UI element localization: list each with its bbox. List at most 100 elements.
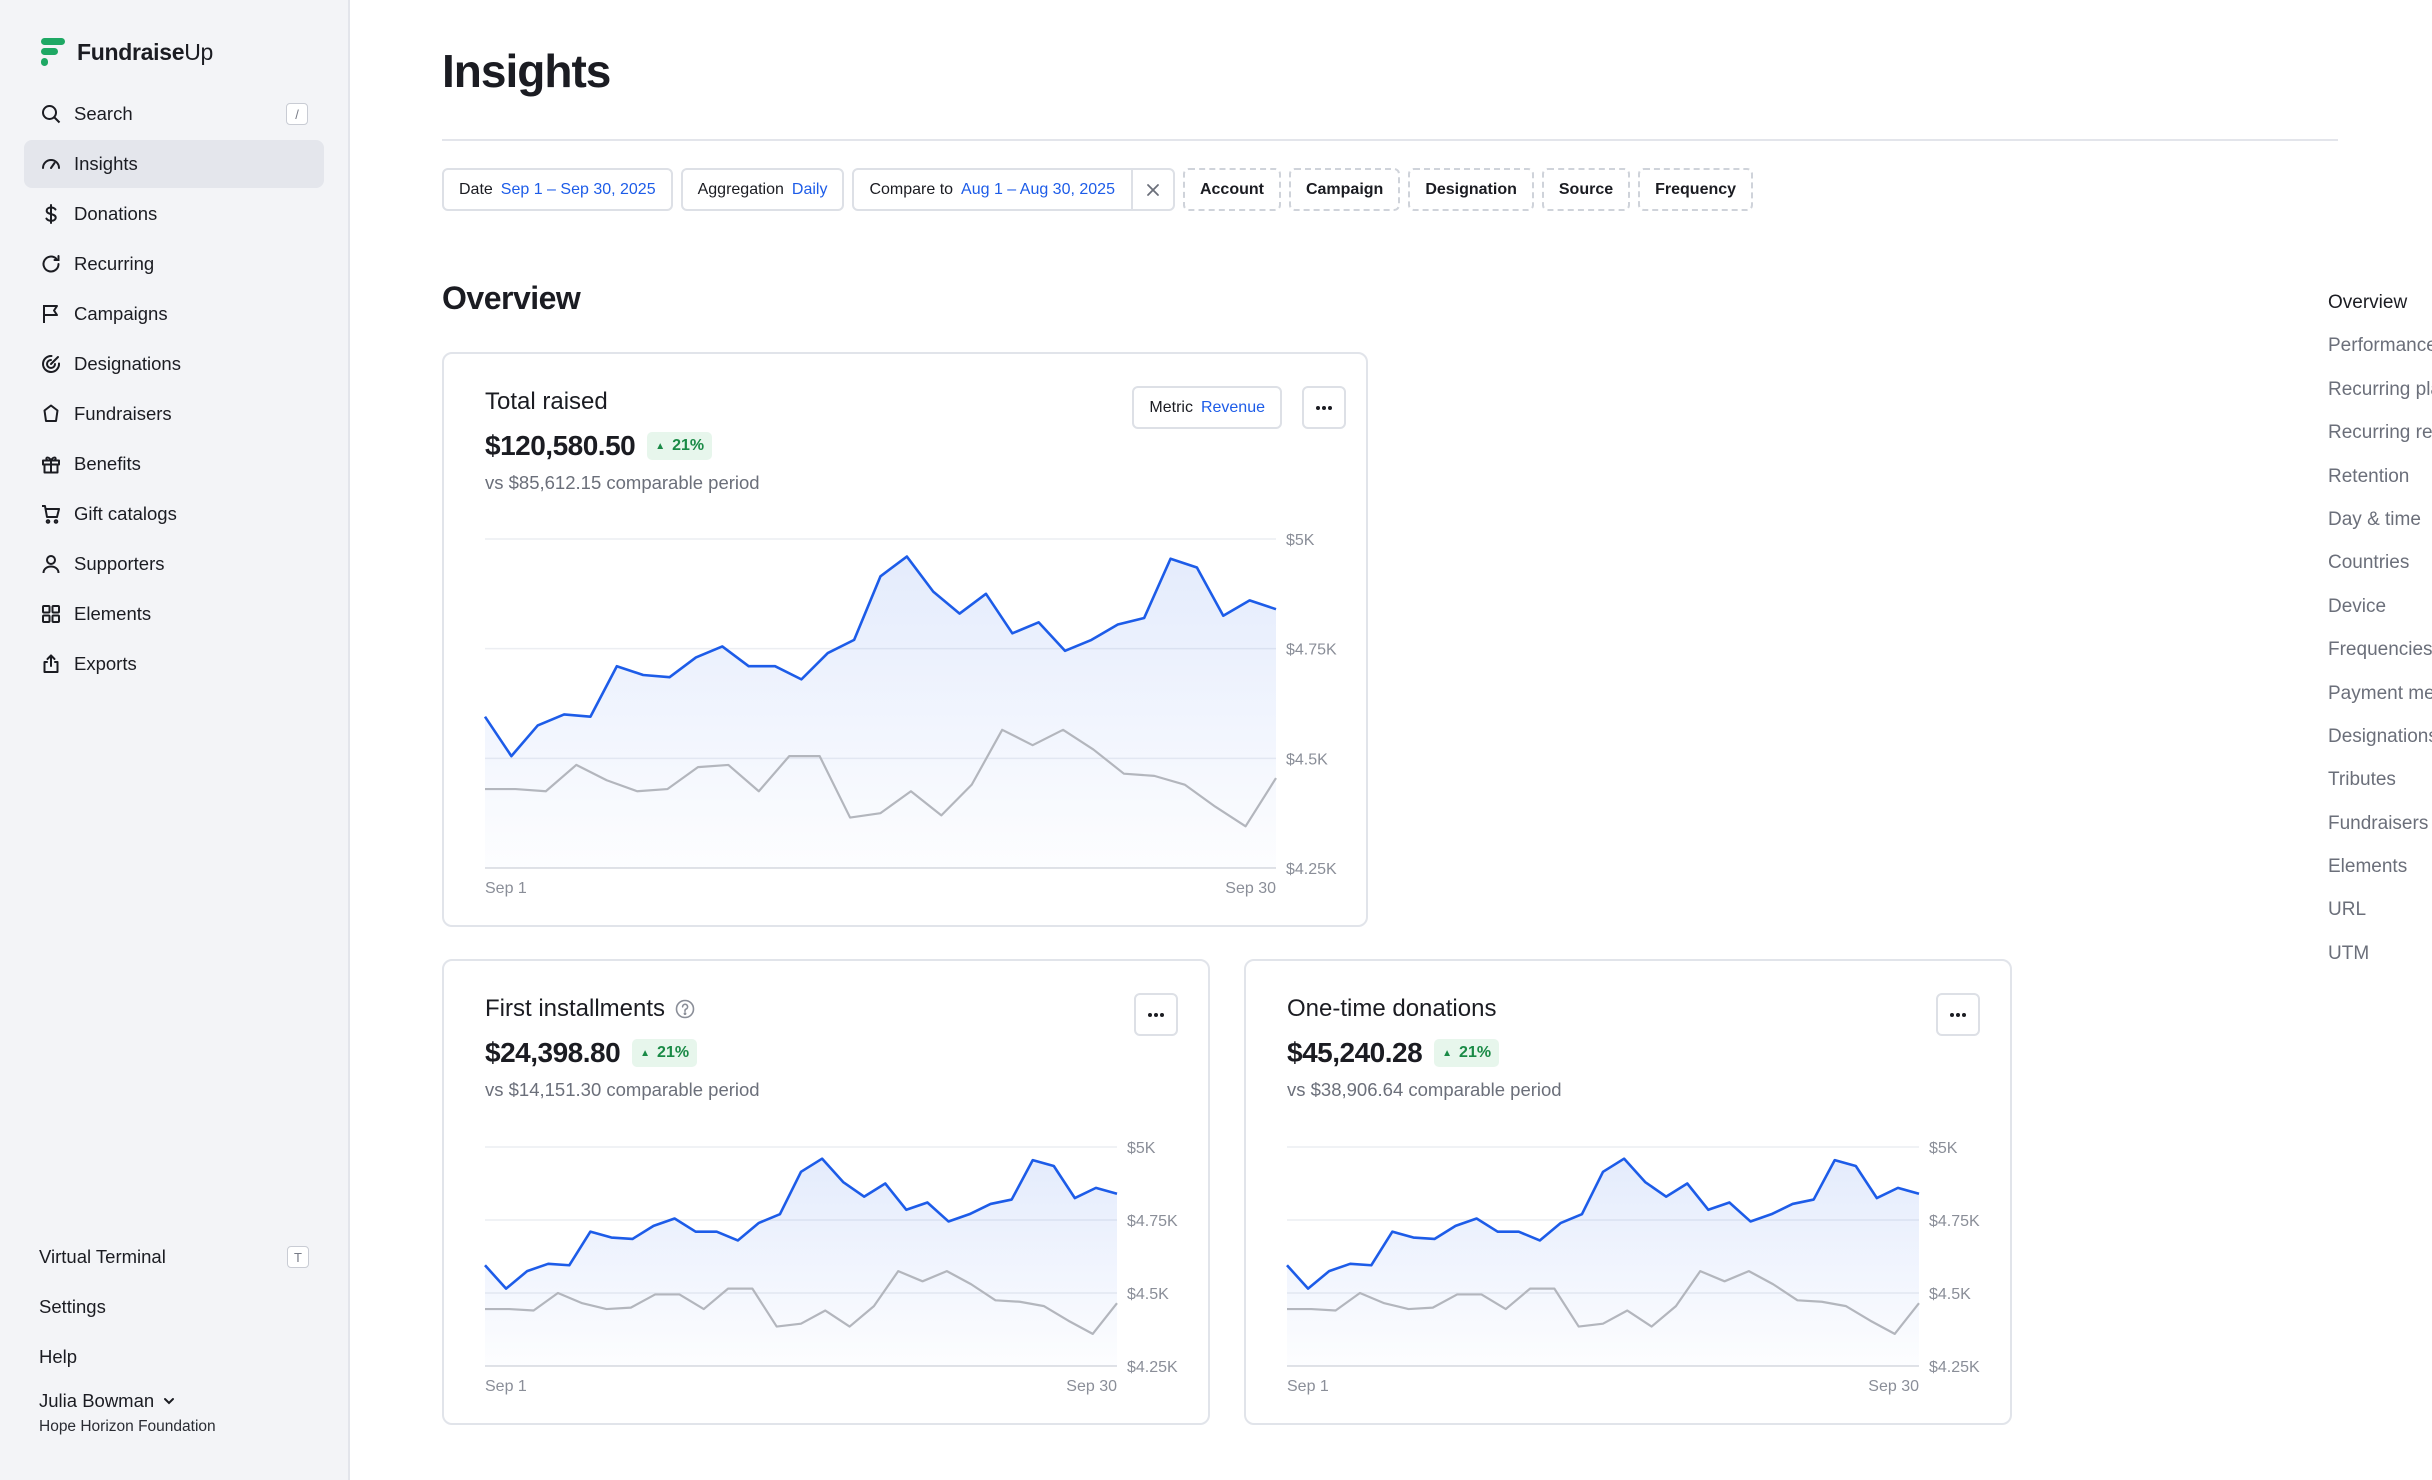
toc-item-payment-methods[interactable]: Payment methods	[2328, 682, 2432, 704]
main-content: Insights Date Sep 1 – Sep 30, 2025 Aggre…	[350, 0, 2432, 1480]
sidebar-item-label: Insights	[74, 153, 138, 174]
y-tick-label: $4.75K	[1286, 642, 1337, 659]
virtual-terminal-link[interactable]: Virtual Terminal T	[24, 1232, 324, 1282]
x-tick-label-start: Sep 1	[485, 880, 527, 897]
sidebar-item-label: Elements	[74, 603, 152, 624]
sidebar-item-elements[interactable]: Elements	[24, 590, 324, 638]
metric-selector[interactable]: Metric Revenue	[1132, 386, 1282, 429]
toc-item-frequencies[interactable]: Frequencies	[2328, 639, 2432, 661]
sidebar-nav: Search / Insights Donations Recurrin	[24, 90, 324, 688]
toc-item-overview[interactable]: Overview	[2328, 292, 2408, 313]
sidebar-item-benefits[interactable]: Benefits	[24, 440, 324, 488]
card-value: $120,580.50	[485, 430, 636, 461]
user-name-toggle[interactable]: Julia Bowman	[39, 1388, 309, 1414]
flag-icon	[40, 303, 62, 325]
gift-icon	[40, 453, 62, 475]
brand-logo[interactable]: FundraiseUp	[39, 34, 324, 70]
designation-filter[interactable]: Designation	[1408, 168, 1534, 211]
user-icon	[40, 553, 62, 575]
toc-item-tributes[interactable]: Tributes	[2328, 769, 2396, 791]
sidebar-item-insights[interactable]: Insights	[24, 140, 324, 188]
brand-name: FundraiseUp	[77, 38, 214, 65]
sidebar-item-gift-catalogs[interactable]: Gift catalogs	[24, 490, 324, 538]
more-options-button[interactable]	[1134, 993, 1178, 1036]
toc-item-retention[interactable]: Retention	[2328, 465, 2410, 487]
y-tick-label: $4.75K	[1929, 1213, 1980, 1230]
toc-item-elements[interactable]: Elements	[2328, 856, 2408, 878]
toc-item-recurring-plans[interactable]: Recurring plans	[2328, 378, 2432, 400]
user-menu[interactable]: Julia Bowman Hope Horizon Foundation	[24, 1388, 324, 1436]
sidebar-footer: Virtual Terminal T Settings Help Julia B…	[24, 1232, 324, 1436]
sidebar-item-supporters[interactable]: Supporters	[24, 540, 324, 588]
current-series-area	[485, 556, 1276, 868]
date-filter[interactable]: Date Sep 1 – Sep 30, 2025	[442, 168, 673, 211]
y-tick-label: $4.25K	[1286, 861, 1337, 878]
more-options-button[interactable]	[1936, 993, 1980, 1036]
x-tick-label-end: Sep 30	[1066, 1378, 1117, 1395]
sidebar-item-campaigns[interactable]: Campaigns	[24, 290, 324, 338]
sidebar-item-label: Benefits	[74, 453, 141, 474]
grid-icon	[40, 603, 62, 625]
clear-compare-button[interactable]	[1130, 170, 1173, 209]
more-horizontal-icon	[1950, 1012, 1966, 1017]
metric-label: Metric	[1149, 398, 1193, 416]
sidebar-item-label: Donations	[74, 203, 158, 224]
target-icon	[40, 353, 62, 375]
account-filter[interactable]: Account	[1182, 168, 1281, 211]
x-tick-label-end: Sep 30	[1225, 880, 1276, 897]
toc-item-countries[interactable]: Countries	[2328, 552, 2410, 574]
sidebar-item-label: Fundraisers	[74, 403, 172, 424]
comparison-series-line	[1287, 1270, 1920, 1335]
y-tick-label: $5K	[1929, 1140, 1958, 1157]
sidebar-item-donations[interactable]: Donations	[24, 190, 324, 238]
help-link[interactable]: Help	[24, 1332, 324, 1382]
compare-filter[interactable]: Compare to Aug 1 – Aug 30, 2025	[852, 168, 1175, 211]
gauge-icon	[40, 153, 62, 175]
card-title: One-time donations	[1287, 995, 1497, 1022]
toc-item-designations[interactable]: Designations	[2328, 725, 2432, 747]
sidebar-item-label: Designations	[74, 353, 181, 374]
y-tick-label: $5K	[1286, 532, 1315, 549]
compare-filter-label: Compare to	[869, 180, 954, 198]
close-icon	[1147, 183, 1159, 196]
comparison-series-line	[485, 1270, 1118, 1335]
divider	[442, 139, 2338, 141]
change-value: 21%	[1459, 1044, 1492, 1061]
x-tick-label-start: Sep 1	[485, 1378, 527, 1395]
current-series-area	[1287, 1158, 1919, 1366]
total-raised-card: Total raised $120,580.50 ▲ 21% vs $85,612…	[442, 352, 1368, 927]
metric-value: Revenue	[1200, 398, 1265, 416]
frequency-filter[interactable]: Frequency	[1638, 168, 1754, 211]
sidebar-item-exports[interactable]: Exports	[24, 640, 324, 688]
campaign-filter[interactable]: Campaign	[1288, 168, 1401, 211]
toc-item-fundraisers[interactable]: Fundraisers	[2328, 812, 2429, 834]
comparison-text: vs $85,612.15 comparable period	[485, 472, 760, 493]
toc-item-utm[interactable]: UTM	[2328, 942, 2370, 964]
source-filter[interactable]: Source	[1541, 168, 1631, 211]
first-installments-line-chart: $5K $4.75K $4.5K $4.25K Sep 1 Sep 30	[484, 1140, 1178, 1395]
fundraiseup-logo-icon	[41, 38, 65, 66]
change-value: 21%	[672, 437, 705, 454]
date-filter-value: Sep 1 – Sep 30, 2025	[500, 180, 656, 198]
sidebar-item-label: Exports	[74, 653, 137, 674]
more-options-button[interactable]	[1302, 386, 1346, 429]
sidebar-item-search[interactable]: Search /	[24, 90, 324, 138]
toc-item-url[interactable]: URL	[2328, 899, 2367, 921]
arrow-up-icon: ▲	[640, 1047, 651, 1059]
sidebar-item-recurring[interactable]: Recurring	[24, 240, 324, 288]
sidebar-item-designations[interactable]: Designations	[24, 340, 324, 388]
shortcut-hint: /	[286, 103, 308, 125]
organization-name: Hope Horizon Foundation	[39, 1418, 216, 1435]
toc-item-device[interactable]: Device	[2328, 595, 2387, 617]
aggregation-filter[interactable]: Aggregation Daily	[680, 168, 845, 211]
toc-item-recurring-revenue[interactable]: Recurring revenue	[2328, 422, 2432, 444]
help-icon[interactable]	[675, 999, 695, 1019]
toc-item-performance[interactable]: Performance	[2328, 335, 2432, 357]
sidebar-item-label: Gift catalogs	[74, 503, 177, 524]
toc-item-day-time[interactable]: Day & time	[2328, 508, 2421, 530]
settings-link[interactable]: Settings	[24, 1282, 324, 1332]
sidebar-item-fundraisers[interactable]: Fundraisers	[24, 390, 324, 438]
section-title: Overview	[442, 280, 581, 316]
one-time-donations-line-chart: $5K $4.75K $4.5K $4.25K Sep 1 Sep 30	[1286, 1140, 1980, 1395]
card-value-row: $120,580.50 ▲ 21%	[485, 430, 713, 462]
